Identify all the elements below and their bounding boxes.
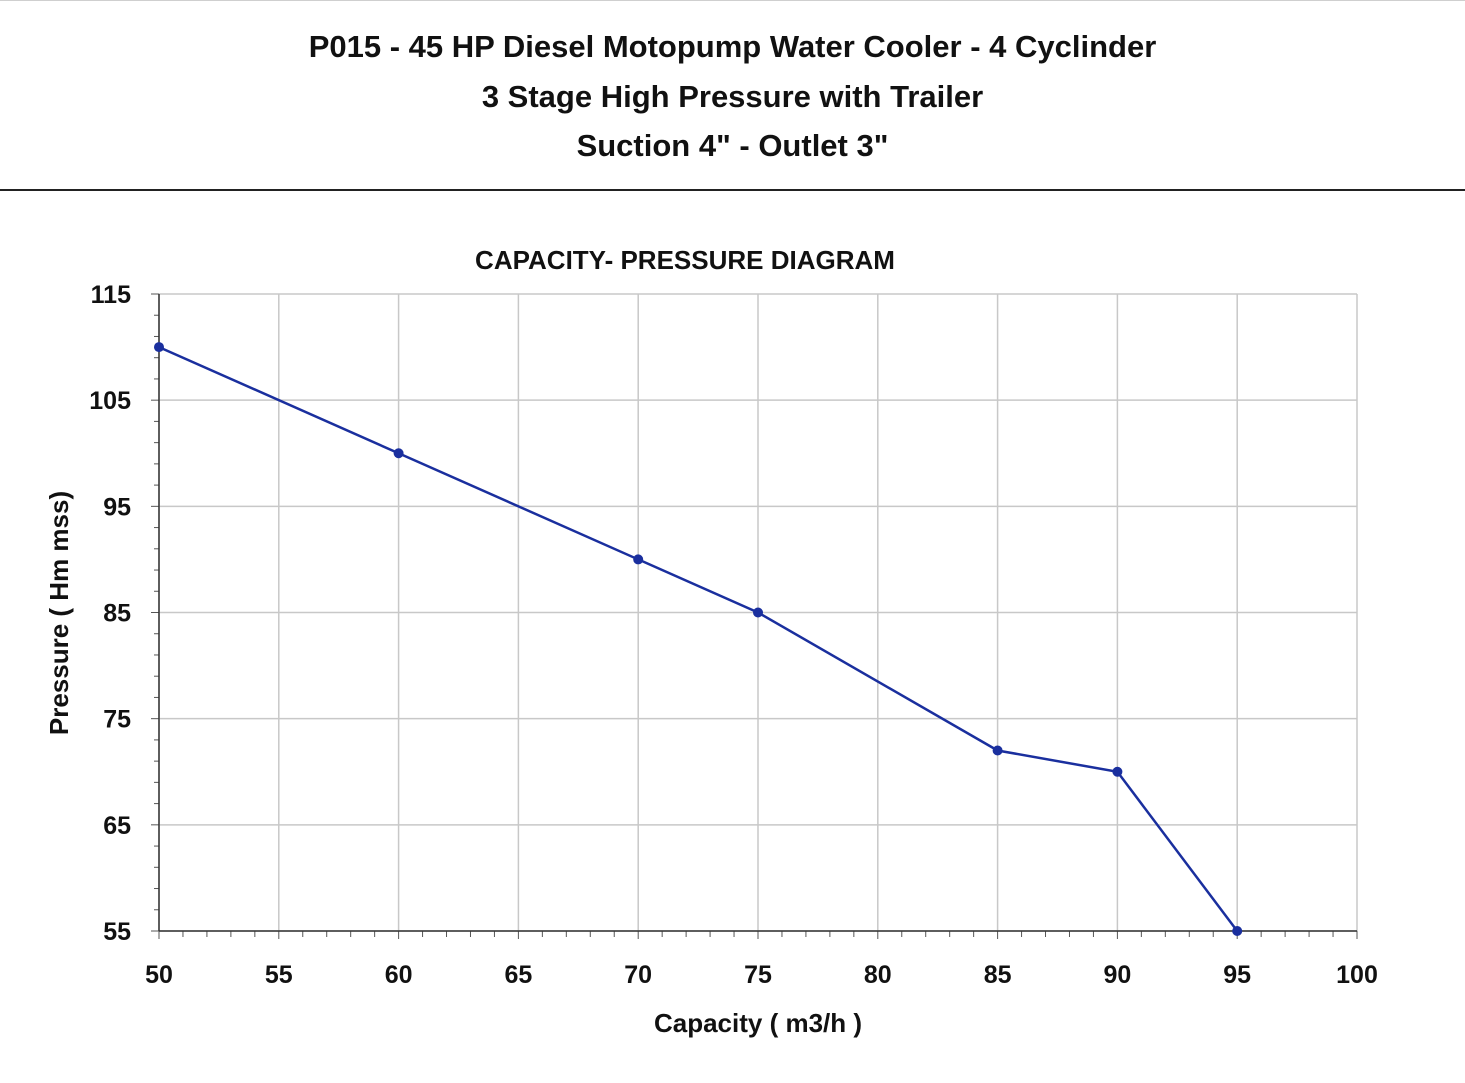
x-tick-label: 75 [744,961,772,989]
y-tick-label: 65 [103,812,131,840]
y-tick-labels: 55 65 75 85 95 105 115 [89,281,131,946]
top-rule [0,0,1465,1]
x-tick-label: 100 [1336,961,1378,989]
y-tick-label: 85 [103,600,131,628]
header-title-line-2: 3 Stage High Pressure with Trailer [481,79,984,114]
data-point [1232,926,1243,936]
x-tick-labels: 50 55 60 65 70 75 80 85 90 95 100 [145,961,1378,989]
y-tick-label: 115 [91,281,131,309]
data-point [1112,766,1123,777]
y-tick-label: 95 [103,493,131,521]
x-tick-label: 50 [145,961,173,989]
x-tick-label: 85 [984,961,1012,989]
series [154,342,1243,936]
capacity-pressure-chart: CAPACITY- PRESSURE DIAGRAM 50 55 60 65 70 75 8… [44,245,1378,1038]
x-axis-title: Capacity ( m3/h ) [654,1008,862,1038]
header: P015 - 45 HP Diesel Motopump Water Coole… [0,0,1465,191]
data-point [154,342,164,353]
header-divider [0,189,1465,191]
x-tick-label: 95 [1223,961,1251,989]
data-point [753,607,763,618]
grid [158,293,1358,932]
x-tick-label: 90 [1103,961,1131,989]
x-tick-label: 65 [504,961,532,989]
chart-title: CAPACITY- PRESSURE DIAGRAM [475,245,895,275]
x-tick-label: 55 [265,961,293,989]
x-tick-label: 70 [624,961,652,989]
y-tick-label: 75 [103,706,131,734]
y-axis-title: Pressure ( Hm mss) [44,491,74,735]
header-title-line-1: P015 - 45 HP Diesel Motopump Water Coole… [308,29,1157,64]
y-tick-label: 55 [103,918,131,946]
y-tick-label: 105 [89,387,131,415]
header-title-line-3: Suction 4" - Outlet 3" [576,128,889,163]
x-tick-label: 60 [385,961,413,989]
series-line [158,345,1239,932]
data-point [393,448,404,459]
data-point [633,554,644,565]
minor-ticks [151,293,1358,939]
x-tick-label: 80 [864,961,892,989]
data-point [992,745,1003,756]
axes [158,294,1357,932]
